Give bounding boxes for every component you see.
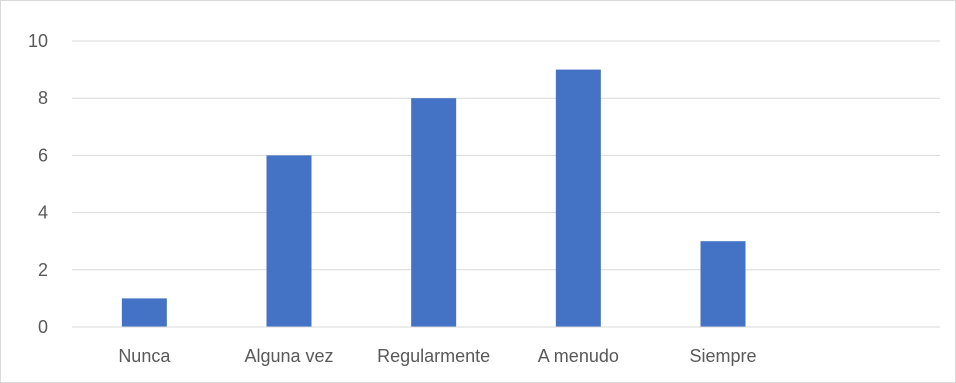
bar-nunca [121,298,167,327]
bar-a-menudo [555,69,601,327]
x-category-label: A menudo [538,346,619,366]
y-tick-label: 10 [28,31,48,51]
x-category-label: Alguna vez [244,346,333,366]
x-axis-labels: Nunca Alguna vez Regularmente A menudo Siemp… [118,346,756,366]
x-category-label: Regularmente [377,346,490,366]
grid-lines [72,40,940,271]
y-tick-label: 4 [38,203,48,223]
y-tick-label: 2 [38,260,48,280]
bar-siempre [700,241,746,327]
bar-regularmente [411,98,457,327]
y-axis-ticks: 0 2 4 6 8 10 [28,31,48,337]
y-tick-label: 0 [38,317,48,337]
bars [121,69,746,327]
y-tick-label: 8 [38,88,48,108]
bar-alguna-vez [266,155,312,327]
x-category-label: Siempre [689,346,756,366]
x-category-label: Nunca [118,346,171,366]
y-tick-label: 6 [38,145,48,165]
